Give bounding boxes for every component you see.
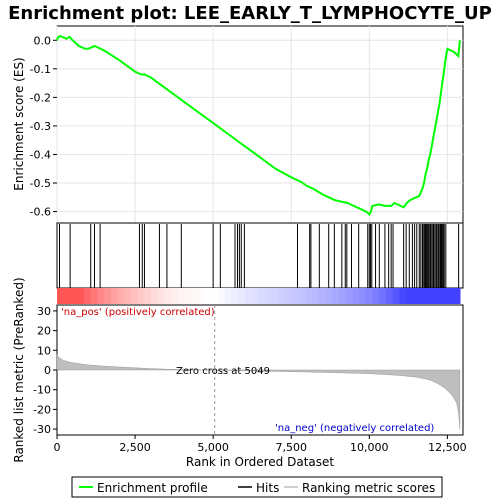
legend-item-ranking: Ranking metric scores bbox=[302, 481, 435, 495]
rank-tick-label: 20 bbox=[37, 325, 51, 338]
rank-tick-label: -20 bbox=[33, 403, 51, 416]
color-bar-segment bbox=[184, 288, 192, 304]
color-bar-segment bbox=[412, 288, 421, 304]
color-bar-segment bbox=[171, 288, 179, 304]
color-bar-segment bbox=[191, 288, 199, 304]
color-bar-segment bbox=[117, 288, 125, 304]
ranking-metric-area bbox=[56, 354, 461, 430]
color-bar-segment bbox=[298, 288, 307, 304]
color-bar-segment bbox=[157, 288, 166, 304]
rank-tick-label: -30 bbox=[33, 423, 51, 436]
x-tick-label: 0 bbox=[54, 441, 61, 454]
rank-tick-label: -10 bbox=[33, 384, 51, 397]
color-bar-segment bbox=[104, 288, 112, 304]
color-bar-segment bbox=[57, 288, 65, 304]
pos-label: 'na_pos' (positively correlated) bbox=[61, 307, 215, 318]
x-tick-label: 10,000 bbox=[350, 441, 389, 454]
color-bar-segment bbox=[419, 288, 427, 304]
color-bar-segment bbox=[359, 288, 367, 304]
color-bar-segment bbox=[177, 288, 186, 304]
x-tick-label: 12,500 bbox=[428, 441, 467, 454]
x-tick-label: 5,000 bbox=[197, 441, 229, 454]
es-tick-label: -0.2 bbox=[30, 91, 51, 104]
color-bar-segment bbox=[258, 288, 266, 304]
rank-tick-label: 0 bbox=[44, 364, 51, 377]
color-bar-segment bbox=[305, 288, 313, 304]
color-bar-segment bbox=[70, 288, 78, 304]
es-tick-label: -0.5 bbox=[30, 177, 51, 190]
color-bar-segment bbox=[137, 288, 145, 304]
color-bar-segment bbox=[453, 288, 461, 304]
color-bar-segment bbox=[345, 288, 354, 304]
es-tick-label: 0.0 bbox=[34, 34, 52, 47]
color-bar-segment bbox=[392, 288, 401, 304]
color-bar-segment bbox=[238, 288, 246, 304]
es-tick-label: -0.3 bbox=[30, 120, 51, 133]
hits-panel bbox=[56, 222, 464, 304]
color-bar-segment bbox=[318, 288, 327, 304]
color-bar-segment bbox=[164, 288, 172, 304]
color-bar-segment bbox=[231, 288, 239, 304]
color-bar-segment bbox=[325, 288, 333, 304]
color-bar-segment bbox=[224, 288, 233, 304]
color-bar-segment bbox=[204, 288, 213, 304]
color-bar-segment bbox=[439, 288, 448, 304]
es-tick-label: -0.1 bbox=[30, 63, 51, 76]
legend: Enrichment profile Hits Ranking metric s… bbox=[71, 476, 443, 498]
color-bar-segment bbox=[251, 288, 260, 304]
color-bar-segment bbox=[399, 288, 407, 304]
color-bar-segment bbox=[144, 288, 152, 304]
color-bar-segment bbox=[124, 288, 132, 304]
color-bar-segment bbox=[198, 288, 206, 304]
color-bar-segment bbox=[312, 288, 320, 304]
color-bar-segment bbox=[245, 288, 253, 304]
rank-metric-panel: 30 20 10 0 -10 -20 -30 0 2,500 5,000 7,500 10,000 1… bbox=[12, 277, 467, 469]
rank-tick-label: 30 bbox=[37, 305, 51, 318]
es-tick-label: -0.6 bbox=[30, 206, 51, 219]
color-bar-segment bbox=[372, 288, 380, 304]
x-tick-label: 7,500 bbox=[275, 441, 307, 454]
color-bar-segment bbox=[90, 288, 98, 304]
color-bar-segment bbox=[63, 288, 72, 304]
color-bar-segment bbox=[77, 288, 85, 304]
enrichment-profile-line bbox=[56, 34, 461, 216]
rank-axis-label: Ranked list metric (PreRanked) bbox=[12, 277, 26, 462]
color-bar-segment bbox=[83, 288, 92, 304]
neg-label: 'na_neg' (negatively correlated) bbox=[275, 423, 434, 434]
color-bar-segment bbox=[446, 288, 454, 304]
color-bar-segment bbox=[365, 288, 374, 304]
es-tick-label: -0.4 bbox=[30, 148, 51, 161]
color-bar-segment bbox=[97, 288, 105, 304]
color-bar-segment bbox=[110, 288, 119, 304]
x-tick-label: 2,500 bbox=[119, 441, 151, 454]
color-bar-segment bbox=[406, 288, 414, 304]
color-bar-segment bbox=[426, 288, 434, 304]
es-axis-label: Enrichment score (ES) bbox=[12, 57, 26, 190]
color-bar-segment bbox=[332, 288, 340, 304]
es-panel: 0.0 -0.1 -0.2 -0.3 -0.4 -0.5 -0.6 Enrichment s… bbox=[12, 25, 464, 224]
color-bar-segment bbox=[339, 288, 347, 304]
color-bar-segment bbox=[265, 288, 273, 304]
color-bar-segment bbox=[278, 288, 286, 304]
x-axis-label: Rank in Ordered Dataset bbox=[186, 455, 334, 469]
color-bar-segment bbox=[285, 288, 293, 304]
color-bar-segment bbox=[218, 288, 226, 304]
color-bar-segment bbox=[386, 288, 394, 304]
color-bar-segment bbox=[379, 288, 387, 304]
color-bar-segment bbox=[292, 288, 300, 304]
chart-title: Enrichment plot: LEE_EARLY_T_LYMPHOCYTE_… bbox=[8, 3, 492, 24]
zero-cross-label: Zero cross at 5049 bbox=[176, 366, 270, 377]
legend-item-hits: Hits bbox=[256, 481, 279, 495]
color-bar-segment bbox=[433, 288, 441, 304]
color-bar-segment bbox=[271, 288, 280, 304]
color-bar-segment bbox=[352, 288, 360, 304]
color-bar-segment bbox=[130, 288, 139, 304]
rank-tick-label: 10 bbox=[37, 344, 51, 357]
color-bar-segment bbox=[151, 288, 159, 304]
legend-item-enrichment: Enrichment profile bbox=[97, 481, 208, 495]
color-bar-segment bbox=[211, 288, 219, 304]
